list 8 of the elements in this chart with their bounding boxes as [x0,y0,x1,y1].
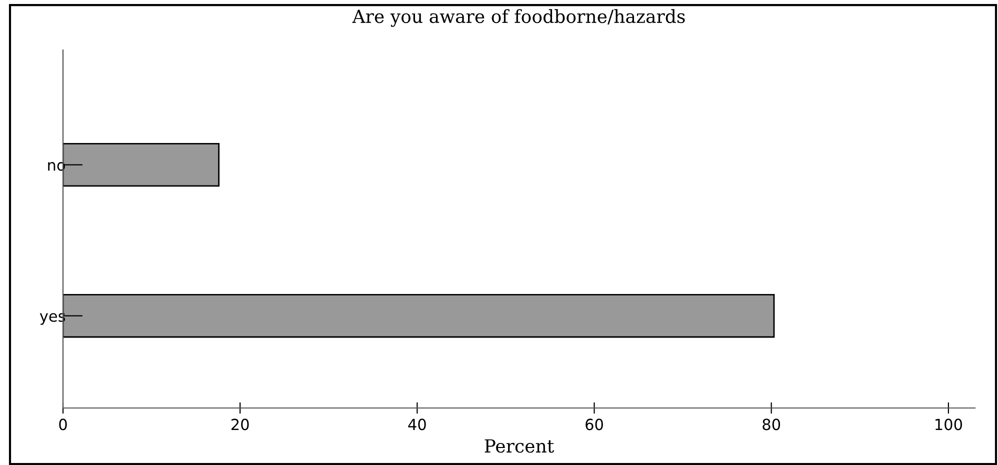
x-tick-label: 100 [936,418,962,430]
x-tick-label: 0 [59,418,67,430]
chart-title: Are you aware of foodborne/hazards [352,9,685,27]
x-tick-label: 60 [586,418,603,430]
x-tick-label: 80 [762,418,780,430]
x-tick-label: 40 [408,418,426,430]
x-tick-label: 20 [231,418,249,430]
x-axis-title: Percent [484,439,554,453]
